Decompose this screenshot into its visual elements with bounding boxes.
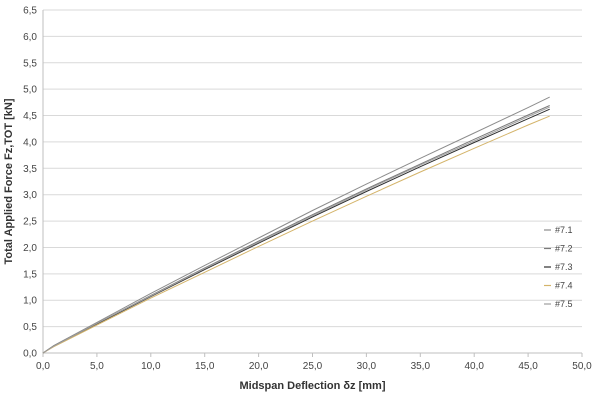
plot-lines bbox=[42, 96, 550, 354]
x-tick-label: 0,0 bbox=[36, 361, 50, 372]
series-line bbox=[42, 115, 550, 354]
y-tick-label: 6,5 bbox=[23, 6, 37, 17]
y-tick-label: 0,5 bbox=[23, 322, 37, 333]
legend-label: #7.5 bbox=[555, 299, 573, 309]
y-tick-label: 2,5 bbox=[23, 217, 37, 228]
y-tick-labels: 0,0 0,5 1,0 1,5 2,0 2,5 3,0 3,5 4,0 4,5 5,0 5,5 6,0 6… bbox=[23, 6, 37, 360]
x-axis-label: Midspan Deflection δz [mm] bbox=[239, 380, 385, 392]
x-tick-label: 40,0 bbox=[464, 361, 484, 372]
y-tick-label: 3,5 bbox=[23, 164, 37, 175]
y-tick-label: 6,0 bbox=[23, 32, 37, 43]
x-tick-label: 35,0 bbox=[411, 361, 431, 372]
y-tick-label: 2,0 bbox=[23, 243, 37, 254]
x-tick-label: 10,0 bbox=[141, 361, 161, 372]
legend-label: #7.1 bbox=[555, 225, 573, 235]
x-tick-label: 25,0 bbox=[303, 361, 323, 372]
y-tick-label: 1,0 bbox=[23, 296, 37, 307]
legend-label: #7.2 bbox=[555, 244, 573, 254]
x-tick-label: 30,0 bbox=[357, 361, 377, 372]
legend-label: #7.3 bbox=[555, 262, 573, 272]
y-axis-label: Total Applied Force Fz,TOT [kN] bbox=[3, 98, 15, 264]
x-tick-label: 5,0 bbox=[90, 361, 104, 372]
y-tick-label: 4,5 bbox=[23, 111, 37, 122]
y-tick-label: 5,5 bbox=[23, 58, 37, 69]
y-tick-label: 5,0 bbox=[23, 85, 37, 96]
series-line bbox=[42, 108, 550, 354]
x-tick-label: 45,0 bbox=[518, 361, 538, 372]
x-tick-label: 20,0 bbox=[249, 361, 269, 372]
legend: #7.1 #7.2 #7.3 #7.4 #7.5 bbox=[544, 225, 573, 309]
axes bbox=[42, 10, 583, 357]
x-tick-labels: 0,0 5,0 10,0 15,0 20,0 25,0 30,0 35,0 40,0 45,0 50… bbox=[36, 361, 592, 372]
y-tick-label: 1,5 bbox=[23, 269, 37, 280]
y-tick-label: 4,0 bbox=[23, 137, 37, 148]
grid bbox=[43, 9, 582, 328]
series-line bbox=[42, 106, 550, 354]
series-line bbox=[42, 96, 550, 354]
legend-label: #7.4 bbox=[555, 281, 573, 291]
x-tick-label: 50,0 bbox=[572, 361, 592, 372]
x-tick-label: 15,0 bbox=[195, 361, 215, 372]
y-tick-label: 0,0 bbox=[23, 349, 37, 360]
y-tick-label: 3,0 bbox=[23, 190, 37, 201]
